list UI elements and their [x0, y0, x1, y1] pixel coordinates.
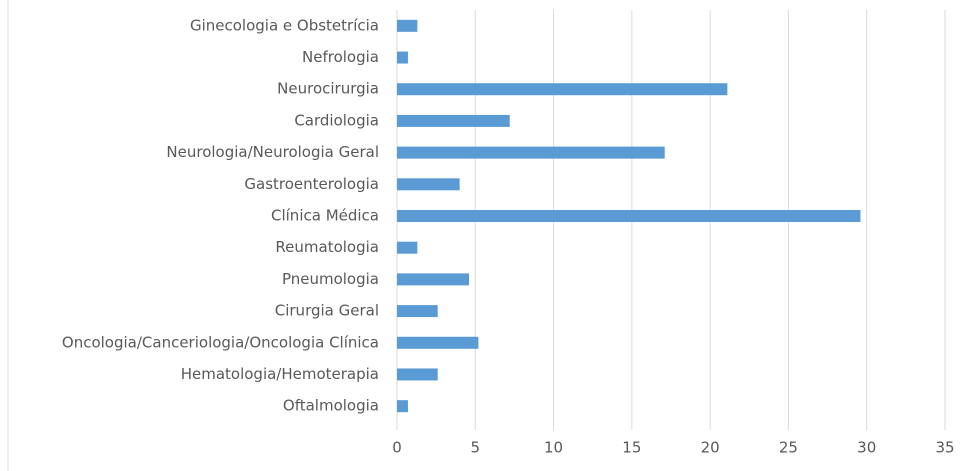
x-tick-label: 5	[471, 439, 481, 457]
x-tick-label: 15	[622, 439, 641, 457]
y-tick-label: Hematologia/Hemoterapia	[181, 365, 379, 383]
x-tick-label: 0	[392, 439, 402, 457]
bar	[397, 146, 665, 159]
y-tick-label: Neurocirurgia	[277, 80, 379, 98]
y-tick-label: Oncologia/Canceriologia/Oncologia Clínic…	[62, 333, 379, 351]
x-tick-label: 35	[935, 439, 954, 457]
y-tick-label: Cirurgia Geral	[275, 302, 379, 320]
y-tick-label: Cardiologia	[294, 111, 379, 129]
y-tick-label: Nefrologia	[302, 48, 379, 66]
y-tick-label: Reumatologia	[275, 238, 379, 256]
bar	[397, 83, 728, 96]
y-tick-label: Clínica Médica	[271, 207, 379, 225]
bar	[397, 114, 510, 127]
x-tick-label: 10	[544, 439, 563, 457]
y-tick-label: Pneumologia	[282, 270, 379, 288]
bar	[397, 51, 408, 64]
y-tick-label: Ginecologia e Obstetrícia	[190, 16, 379, 34]
bar	[397, 305, 438, 318]
y-tick-label: Gastroenterologia	[244, 175, 379, 193]
x-tick-label: 20	[701, 439, 720, 457]
bar	[397, 241, 418, 254]
y-tick-label: Oftalmologia	[283, 397, 379, 415]
bar	[397, 178, 460, 191]
bar	[397, 368, 438, 381]
bar	[397, 336, 479, 349]
bar	[397, 400, 408, 413]
bar	[397, 273, 470, 286]
bar	[397, 210, 861, 222]
bar	[397, 19, 418, 32]
x-tick-label: 25	[779, 439, 798, 457]
y-tick-label: Neurologia/Neurologia Geral	[166, 143, 379, 161]
x-tick-label: 30	[857, 439, 876, 457]
